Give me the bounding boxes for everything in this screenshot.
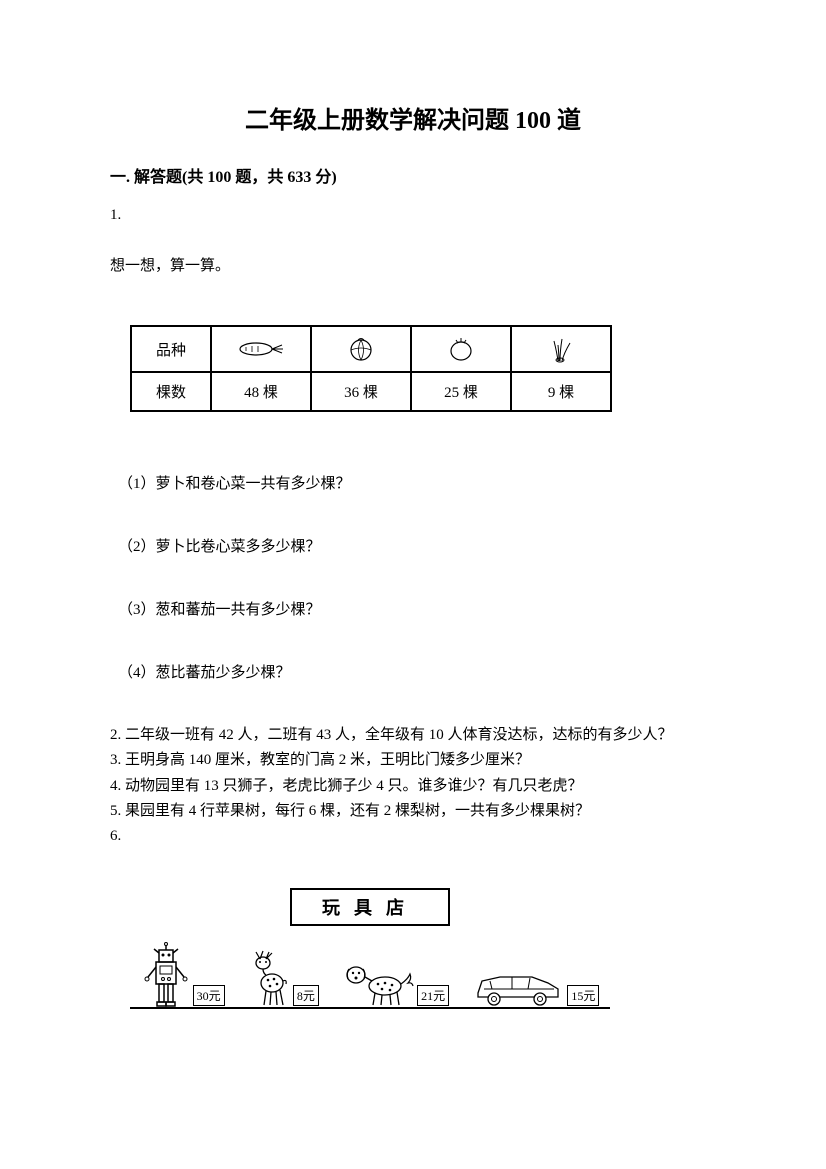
table-header-kind: 品种 <box>131 326 211 372</box>
vegetable-table: 品种 <box>130 325 612 412</box>
deer-icon <box>246 949 291 1007</box>
question-3: 3. 王明身高 140 厘米，教室的门高 2 米，王明比门矮多少厘米？ <box>110 749 716 772</box>
question-1-sub-4: （4）葱比蕃茄少多少棵？ <box>118 661 716 682</box>
table-cell-scallion-count: 9 棵 <box>511 372 611 411</box>
table-cell-carrot-count: 48 棵 <box>211 372 311 411</box>
table-cell-tomato-count: 25 棵 <box>411 372 511 411</box>
question-1-sub-2: （2）萝卜比卷心菜多多少棵？ <box>118 535 716 556</box>
robot-price: 30元 <box>193 985 225 1006</box>
question-5: 5. 果园里有 4 行苹果树，每行 6 棵，还有 2 棵梨树，一共有多少棵果树？ <box>110 800 716 823</box>
question-4: 4. 动物园里有 13 只狮子，老虎比狮子少 4 只。谁多谁少？有几只老虎？ <box>110 775 716 798</box>
toy-car: 15元 <box>470 969 599 1007</box>
robot-icon <box>141 942 191 1007</box>
toy-robot: 30元 <box>141 942 225 1007</box>
scallion-icon <box>511 326 611 372</box>
toy-store-figure: 玩具店 <box>130 888 610 1009</box>
carrot-icon <box>211 326 311 372</box>
table-cell-cabbage-count: 36 棵 <box>311 372 411 411</box>
car-price: 15元 <box>567 985 599 1006</box>
dog-price: 21元 <box>417 985 449 1006</box>
toy-deer: 8元 <box>246 949 319 1007</box>
cabbage-icon <box>311 326 411 372</box>
question-1-number: 1. <box>110 207 716 224</box>
car-icon <box>470 969 565 1007</box>
section-header: 一. 解答题(共 100 题，共 633 分) <box>110 163 716 187</box>
dog-icon <box>340 959 415 1007</box>
question-1-instruction: 想一想，算一算。 <box>110 254 716 275</box>
question-6-number: 6. <box>110 825 716 848</box>
toy-row: 30元 <box>130 934 610 1009</box>
question-2: 2. 二年级一班有 42 人，二班有 43 人，全年级有 10 人体育没达标，达… <box>110 724 716 747</box>
page-title: 二年级上册数学解决问题 100 道 <box>110 100 716 135</box>
tomato-icon <box>411 326 511 372</box>
question-1-sub-3: （3）葱和蕃茄一共有多少棵？ <box>118 598 716 619</box>
toy-dog: 21元 <box>340 959 449 1007</box>
toy-store-sign: 玩具店 <box>290 888 450 926</box>
deer-price: 8元 <box>293 985 319 1006</box>
table-header-count: 棵数 <box>131 372 211 411</box>
question-1-sub-1: （1）萝卜和卷心菜一共有多少棵？ <box>118 472 716 493</box>
